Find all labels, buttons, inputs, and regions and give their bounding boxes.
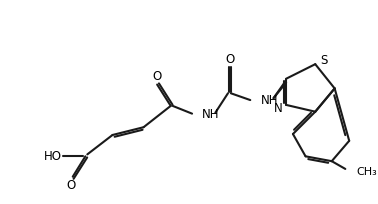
Text: NH: NH [202,108,219,121]
Text: HO: HO [44,150,62,163]
Text: S: S [320,54,328,67]
Text: O: O [225,53,234,66]
Text: NH: NH [261,94,279,106]
Text: CH₃: CH₃ [356,167,377,177]
Text: O: O [66,179,76,192]
Text: O: O [152,70,162,83]
Text: N: N [274,102,283,115]
